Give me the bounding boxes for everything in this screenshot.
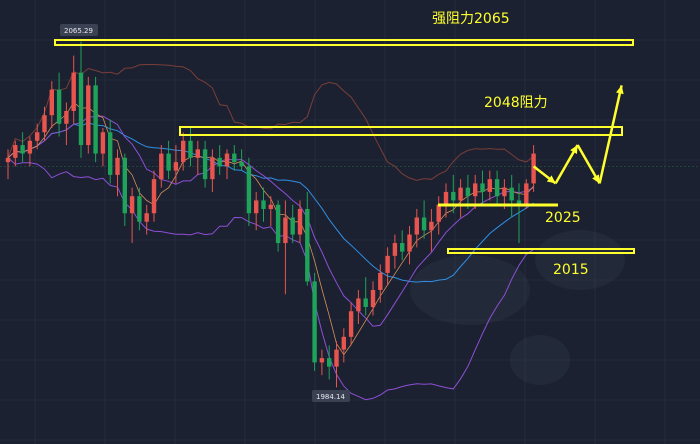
candle-body xyxy=(414,217,419,235)
candle-body xyxy=(385,255,390,273)
annotations: 强阻力2065 2048阻力 2025 2015 xyxy=(54,11,635,278)
candle-body xyxy=(283,217,288,244)
candle-body xyxy=(195,149,200,158)
support-lower-box xyxy=(447,248,635,254)
candle-body xyxy=(305,208,310,282)
support-lower-label: 2015 xyxy=(553,262,589,278)
candle-body xyxy=(115,157,120,175)
candle-body xyxy=(246,166,252,214)
candle-body xyxy=(341,336,346,350)
candle-body xyxy=(86,85,91,146)
candle-body xyxy=(159,153,164,180)
low-price-text: 1984.14 xyxy=(316,393,345,401)
resistance-box xyxy=(179,126,623,136)
candle-body xyxy=(56,89,62,124)
candle-body xyxy=(181,140,186,163)
candle-body xyxy=(108,132,113,175)
candle-body xyxy=(436,204,441,222)
candle-body xyxy=(473,183,478,197)
candle-body xyxy=(312,281,317,363)
candle-body xyxy=(458,187,463,201)
candle-body xyxy=(100,132,106,154)
candle-body xyxy=(224,153,230,167)
strong-resistance-box xyxy=(54,39,634,46)
candle-body xyxy=(166,153,171,171)
high-price-text: 2065.29 xyxy=(64,27,93,35)
candle-body xyxy=(290,217,295,235)
candle-body xyxy=(407,234,412,252)
candle-body xyxy=(268,204,273,209)
bollinger-upper-line xyxy=(7,64,534,181)
candle-body xyxy=(524,183,529,205)
projection-segment xyxy=(598,85,623,184)
support-upper-label: 2025 xyxy=(545,210,581,226)
candle-body xyxy=(494,179,500,197)
candle-body xyxy=(516,200,522,205)
projection-arrowhead xyxy=(546,175,556,184)
candle-body xyxy=(261,200,266,209)
candle-body xyxy=(239,162,244,167)
candle-body xyxy=(188,140,193,158)
candle-body xyxy=(13,145,18,158)
candle-body xyxy=(93,85,98,154)
candle-body xyxy=(64,110,69,124)
candle-body xyxy=(78,72,84,146)
candle-body xyxy=(71,72,76,111)
candle-body xyxy=(429,221,434,231)
price-tags: 2065.29 1984.14 xyxy=(60,24,350,402)
projection-arrowhead xyxy=(616,85,624,95)
candle-body xyxy=(334,349,339,367)
candle-body xyxy=(421,217,427,231)
candle-body xyxy=(151,179,157,214)
candle-body xyxy=(392,243,398,256)
candle-body xyxy=(487,179,492,192)
candle-body xyxy=(480,183,485,192)
candle-body xyxy=(297,208,303,235)
candle-body xyxy=(370,289,376,307)
candle-body xyxy=(49,89,54,116)
candle-body xyxy=(327,358,332,367)
candles xyxy=(5,41,536,388)
candle-body xyxy=(348,311,354,337)
resistance-label: 2048阻力 xyxy=(484,95,548,111)
candle-body xyxy=(363,298,368,307)
candle-body xyxy=(275,204,281,244)
candle-body xyxy=(20,145,25,154)
candle-body xyxy=(443,191,449,205)
candle-body xyxy=(356,298,361,312)
candle-body xyxy=(378,272,383,290)
candle-body xyxy=(465,187,471,197)
candle-body xyxy=(451,191,456,201)
candle-body xyxy=(217,157,222,167)
candle-body xyxy=(319,358,325,363)
projection-arrowhead xyxy=(592,174,600,184)
candle-body xyxy=(42,115,47,133)
candle-body xyxy=(210,157,215,180)
candle-body xyxy=(502,187,507,197)
candle-body xyxy=(144,213,149,222)
candle-body xyxy=(122,157,127,214)
candle-body xyxy=(129,196,135,214)
candle-body xyxy=(400,243,405,252)
bollinger-lower-line xyxy=(7,157,534,401)
world-map-watermark xyxy=(410,230,625,385)
candle-body xyxy=(27,140,33,154)
candle-body xyxy=(254,200,259,214)
candle-body xyxy=(35,132,40,141)
high-price-tag xyxy=(60,24,98,36)
candle-body xyxy=(232,153,237,163)
candle-body xyxy=(5,157,11,163)
low-price-tag xyxy=(312,390,350,402)
projection-arrowhead xyxy=(570,145,578,155)
projected-path xyxy=(532,85,624,185)
candle-body xyxy=(137,196,142,222)
candle-body xyxy=(202,149,208,180)
candle-body xyxy=(173,162,179,171)
candle-body xyxy=(531,153,536,184)
strong-resistance-label: 强阻力2065 xyxy=(432,11,510,27)
candle-body xyxy=(509,187,514,201)
